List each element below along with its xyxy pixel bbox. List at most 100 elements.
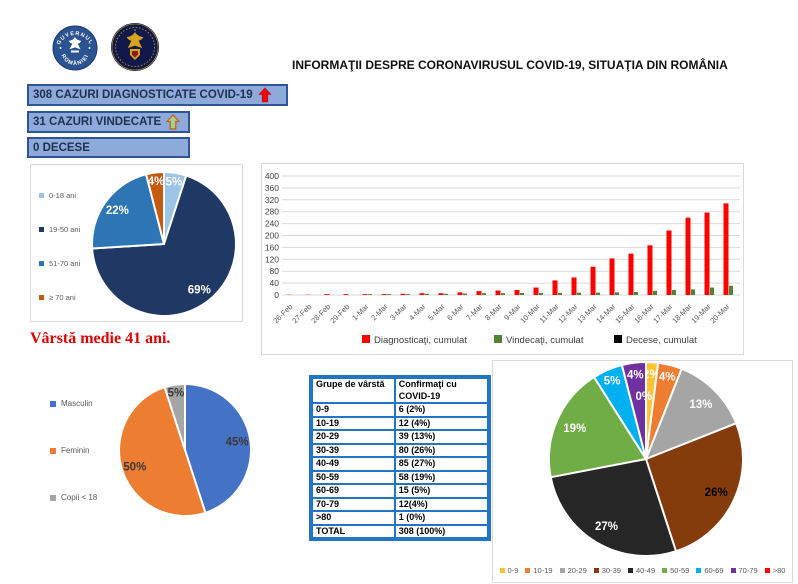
pie-slice-Feminin	[118, 386, 207, 517]
legend-label: 70-79	[738, 566, 758, 575]
table-cell: 30-39	[311, 442, 396, 458]
bar-Diagnosticaţi, cumulat	[704, 212, 710, 295]
pie-value-label: 69%	[188, 285, 211, 297]
bar-Vindecaţi, cumulat	[634, 292, 638, 295]
pie-slice-50-59	[548, 376, 647, 479]
pie-slice-20-29	[645, 367, 738, 460]
age-group-pie-legend: 0-18 ani 19-50 ani 51-70 ani ≥ 70 ani	[39, 191, 80, 327]
pie-value-label: 26%	[705, 487, 728, 499]
bar-Diagnosticaţi, cumulat	[495, 290, 501, 295]
legend-swatch-icon	[494, 335, 502, 343]
y-tick-label: 360	[265, 183, 279, 193]
y-tick-label: 200	[265, 231, 279, 241]
table-cell: 10-19	[311, 415, 396, 431]
pie-slice-30-39	[645, 422, 744, 553]
pie-slice-19-50 ani	[91, 174, 237, 317]
pie-value-label: 13%	[689, 399, 712, 411]
x-tick-label: 1-Mar	[350, 302, 371, 323]
cumulative-bar-panel: 0 40 80 120 160 200 240 280 320 360 400 26-Feb 27-Fe…	[261, 163, 744, 355]
bar-Diagnosticaţi, cumulat	[457, 292, 463, 295]
gender-pie-legend: Masculin Feminin Copii < 18	[50, 399, 97, 540]
table-cell: 12 (4%)	[393, 415, 490, 431]
pie-value-label: 45%	[226, 437, 249, 449]
legend-label: Vindecaţi, cumulat	[506, 335, 584, 346]
x-tick-label: 14-Mar	[594, 302, 618, 326]
y-tick-label: 400	[265, 171, 279, 181]
pie-value-label: 5%	[168, 388, 185, 400]
legend-item-30-39: 30-39	[593, 566, 621, 575]
legend-item-10-19: 10-19	[525, 566, 553, 575]
pie-slice-Copii < 18	[163, 383, 186, 451]
table-cell: 58 (19%)	[393, 469, 490, 485]
y-tick-label: 240	[265, 219, 279, 229]
x-tick-label: 7-Mar	[464, 302, 485, 323]
x-tick-label: 10-Mar	[518, 302, 542, 326]
legend-label: 0-9	[507, 566, 519, 575]
legend-label: Feminin	[61, 446, 90, 455]
pie-value-label: 5%	[166, 176, 183, 188]
y-tick-label: 80	[270, 266, 280, 276]
bar-Diagnosticaţi, cumulat	[438, 293, 444, 295]
status-bar-recovered: 31 CAZURI VINDECATE	[27, 111, 190, 133]
bar-Vindecaţi, cumulat	[463, 293, 467, 295]
pie-slice-40-49	[549, 458, 677, 557]
legend-item-Feminin: Feminin	[50, 446, 97, 455]
x-tick-label: 11-Mar	[538, 302, 561, 325]
table-row: 50-59 58 (19%)	[311, 469, 490, 485]
legend-label: 40-49	[635, 566, 656, 575]
y-tick-label: 120	[265, 254, 279, 264]
pie-value-label: 22%	[106, 205, 129, 217]
bar-Vindecaţi, cumulat	[729, 285, 733, 295]
y-tick-label: 160	[265, 242, 279, 252]
legend-swatch-icon	[39, 193, 44, 198]
bar-Vindecaţi, cumulat	[710, 287, 714, 295]
legend-item-19-50 ani: 19-50 ani	[39, 225, 80, 234]
bar-Diagnosticaţi, cumulat	[381, 294, 387, 295]
legend-item-≥ 70 ani: ≥ 70 ani	[39, 293, 80, 302]
x-tick-label: 6-Mar	[445, 302, 466, 323]
bar-Vindecaţi, cumulat	[482, 293, 486, 295]
x-tick-label: 18-Mar	[670, 302, 694, 326]
legend-label: 51-70 ani	[49, 259, 81, 268]
bar-Diagnosticaţi, cumulat	[666, 230, 672, 295]
x-tick-label: 26-Feb	[271, 302, 294, 325]
table-cell: 60-69	[311, 483, 396, 499]
x-tick-label: 19-Mar	[689, 302, 713, 326]
x-tick-label: 4-Mar	[407, 302, 428, 323]
legend-swatch-icon	[362, 335, 370, 343]
legend-label: 10-19	[533, 566, 553, 575]
legend-label: Copii < 18	[61, 493, 98, 502]
table-row: TOTAL 308 (100%)	[311, 523, 490, 539]
table-cell: 1 (0%)	[393, 510, 490, 526]
table-cell: 20-29	[311, 429, 396, 445]
bar-Vindecaţi, cumulat	[615, 292, 619, 295]
x-tick-label: 20-Mar	[708, 302, 732, 326]
age-groups-table-body: 0-9 6 (2%) 10-19 12 (4%) 20-29 39 (13%) 30-39 8…	[311, 402, 490, 539]
legend-item-40-49: 40-49	[627, 566, 656, 575]
legend-item-20-29: 20-29	[559, 566, 587, 575]
pie-slice-51-70 ani	[91, 173, 165, 250]
legend-swatch-icon	[593, 568, 599, 573]
legend-swatch-icon	[39, 295, 44, 300]
legend-item->80: >80	[764, 566, 785, 575]
status-bar-diagnosed-label: 308 CAZURI DIAGNOSTICATE COVID-19	[33, 89, 253, 101]
y-tick-label: 0	[274, 290, 279, 300]
age-groups-table: Grupe de vârstă Confirmaţi cu COVID-19 0-…	[309, 375, 491, 541]
bar-Diagnosticaţi, cumulat	[590, 266, 596, 295]
guvernul-romaniei-logo-icon: GUVERNUL ROMÂNIEI	[52, 25, 98, 71]
bar-Vindecaţi, cumulat	[672, 289, 676, 295]
bar-Vindecaţi, cumulat	[444, 293, 448, 295]
y-tick-label: 280	[265, 207, 279, 217]
pie-slice-Masculin	[184, 383, 252, 514]
table-cell: 80 (26%)	[393, 442, 490, 458]
legend-item-50-59: 50-59	[662, 566, 689, 575]
legend-item-70-79: 70-79	[730, 566, 758, 575]
legend-label: ≥ 70 ani	[49, 293, 76, 302]
bar-Diagnosticaţi, cumulat	[514, 289, 520, 295]
x-tick-label: 17-Mar	[651, 302, 675, 326]
bar-Diagnosticaţi, cumulat	[419, 293, 425, 295]
gender-pie-chart: 45% 50% 5%	[118, 383, 252, 517]
table-cell: 0-9	[311, 402, 396, 418]
x-tick-label: 27-Feb	[290, 302, 313, 325]
status-bar-recovered-label: 31 CAZURI VINDECATE	[33, 116, 162, 128]
